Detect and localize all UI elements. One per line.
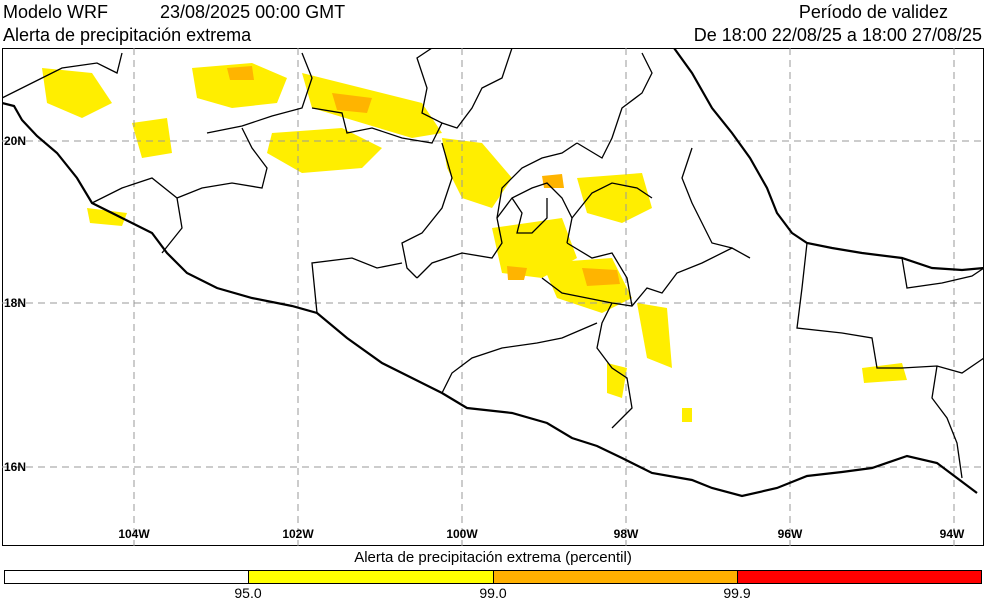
- precipitation-alert-map: 20N 18N 16N 104W 102W 100W 98W 96W 94W: [2, 48, 984, 546]
- gulf-coastline: [673, 48, 984, 272]
- legend-tick-999: 99.9: [723, 585, 751, 601]
- state-boundary: [576, 52, 653, 159]
- state-boundary: [541, 247, 751, 307]
- alert-patch-high: [507, 266, 527, 280]
- legend-segment-above-999: [737, 571, 981, 583]
- graticule: [2, 48, 984, 546]
- alert-patch: [192, 63, 287, 108]
- lon-label-104w: 104W: [118, 527, 150, 541]
- run-datetime: 23/08/2025 00:00 GMT: [160, 2, 346, 22]
- lat-label-18n: 18N: [4, 296, 26, 310]
- state-boundary: [441, 48, 513, 129]
- state-boundary: [681, 147, 733, 249]
- state-boundary: [796, 242, 984, 374]
- state-boundary: [511, 197, 548, 234]
- state-boundary: [311, 48, 443, 144]
- lat-label-16n: 16N: [4, 460, 26, 474]
- validity-title: Período de validez: [798, 2, 948, 22]
- alert-patch: [577, 173, 652, 223]
- state-boundary: [901, 257, 984, 289]
- legend-segment-99-999: [493, 571, 738, 583]
- alert-patch: [637, 303, 672, 368]
- state-boundary: [2, 52, 123, 99]
- alert-patch-high: [542, 174, 564, 188]
- state-boundary: [441, 322, 598, 394]
- lat-label-20n: 20N: [4, 134, 26, 148]
- lon-label-102w: 102W: [282, 527, 314, 541]
- map-subtitle: Alerta de precipitación extrema: [3, 25, 252, 45]
- lat-labels: 20N 18N 16N: [4, 134, 26, 474]
- alert-patch: [267, 128, 382, 173]
- legend-title: Alerta de precipitación extrema (percent…: [354, 549, 632, 566]
- alert-patch-high: [332, 93, 372, 113]
- state-boundary: [91, 177, 183, 254]
- lon-label-100w: 100W: [446, 527, 478, 541]
- state-boundary: [571, 182, 653, 219]
- legend-tick-99: 99.0: [479, 585, 507, 601]
- legend-segment-95-99: [249, 571, 494, 583]
- legend-segment-below-95: [5, 571, 250, 583]
- state-boundary: [416, 182, 573, 279]
- lon-label-94w: 94W: [940, 527, 965, 541]
- state-boundary: [566, 242, 633, 307]
- lon-labels: 104W 102W 100W 98W 96W 94W: [118, 527, 965, 541]
- alert-patch: [302, 73, 442, 138]
- validity-range: De 18:00 22/08/25 a 18:00 27/08/25: [693, 25, 982, 45]
- lon-label-96w: 96W: [778, 527, 803, 541]
- alert-patch: [132, 118, 172, 158]
- state-boundary: [311, 257, 403, 314]
- pacific-coastline: [2, 101, 978, 498]
- alert-patch: [42, 68, 112, 118]
- alert-patch: [87, 208, 127, 226]
- alert-patch: [607, 363, 627, 398]
- state-boundary: [931, 365, 963, 479]
- lon-label-98w: 98W: [614, 527, 639, 541]
- alert-patch-high: [227, 66, 254, 80]
- state-boundary: [596, 302, 633, 429]
- state-boundary: [401, 142, 453, 279]
- state-boundary: [176, 127, 268, 199]
- state-boundary: [206, 52, 313, 134]
- state-boundary: [496, 142, 578, 219]
- legend-tick-95: 95.0: [234, 585, 262, 601]
- state-boundaries: [2, 48, 984, 479]
- alert-patch: [442, 138, 512, 208]
- legend-colorbar: [4, 570, 982, 584]
- model-name: Modelo WRF: [3, 2, 109, 22]
- alert-patches-high: [227, 66, 620, 286]
- alert-patch-high: [582, 268, 620, 286]
- alert-patch: [682, 408, 692, 422]
